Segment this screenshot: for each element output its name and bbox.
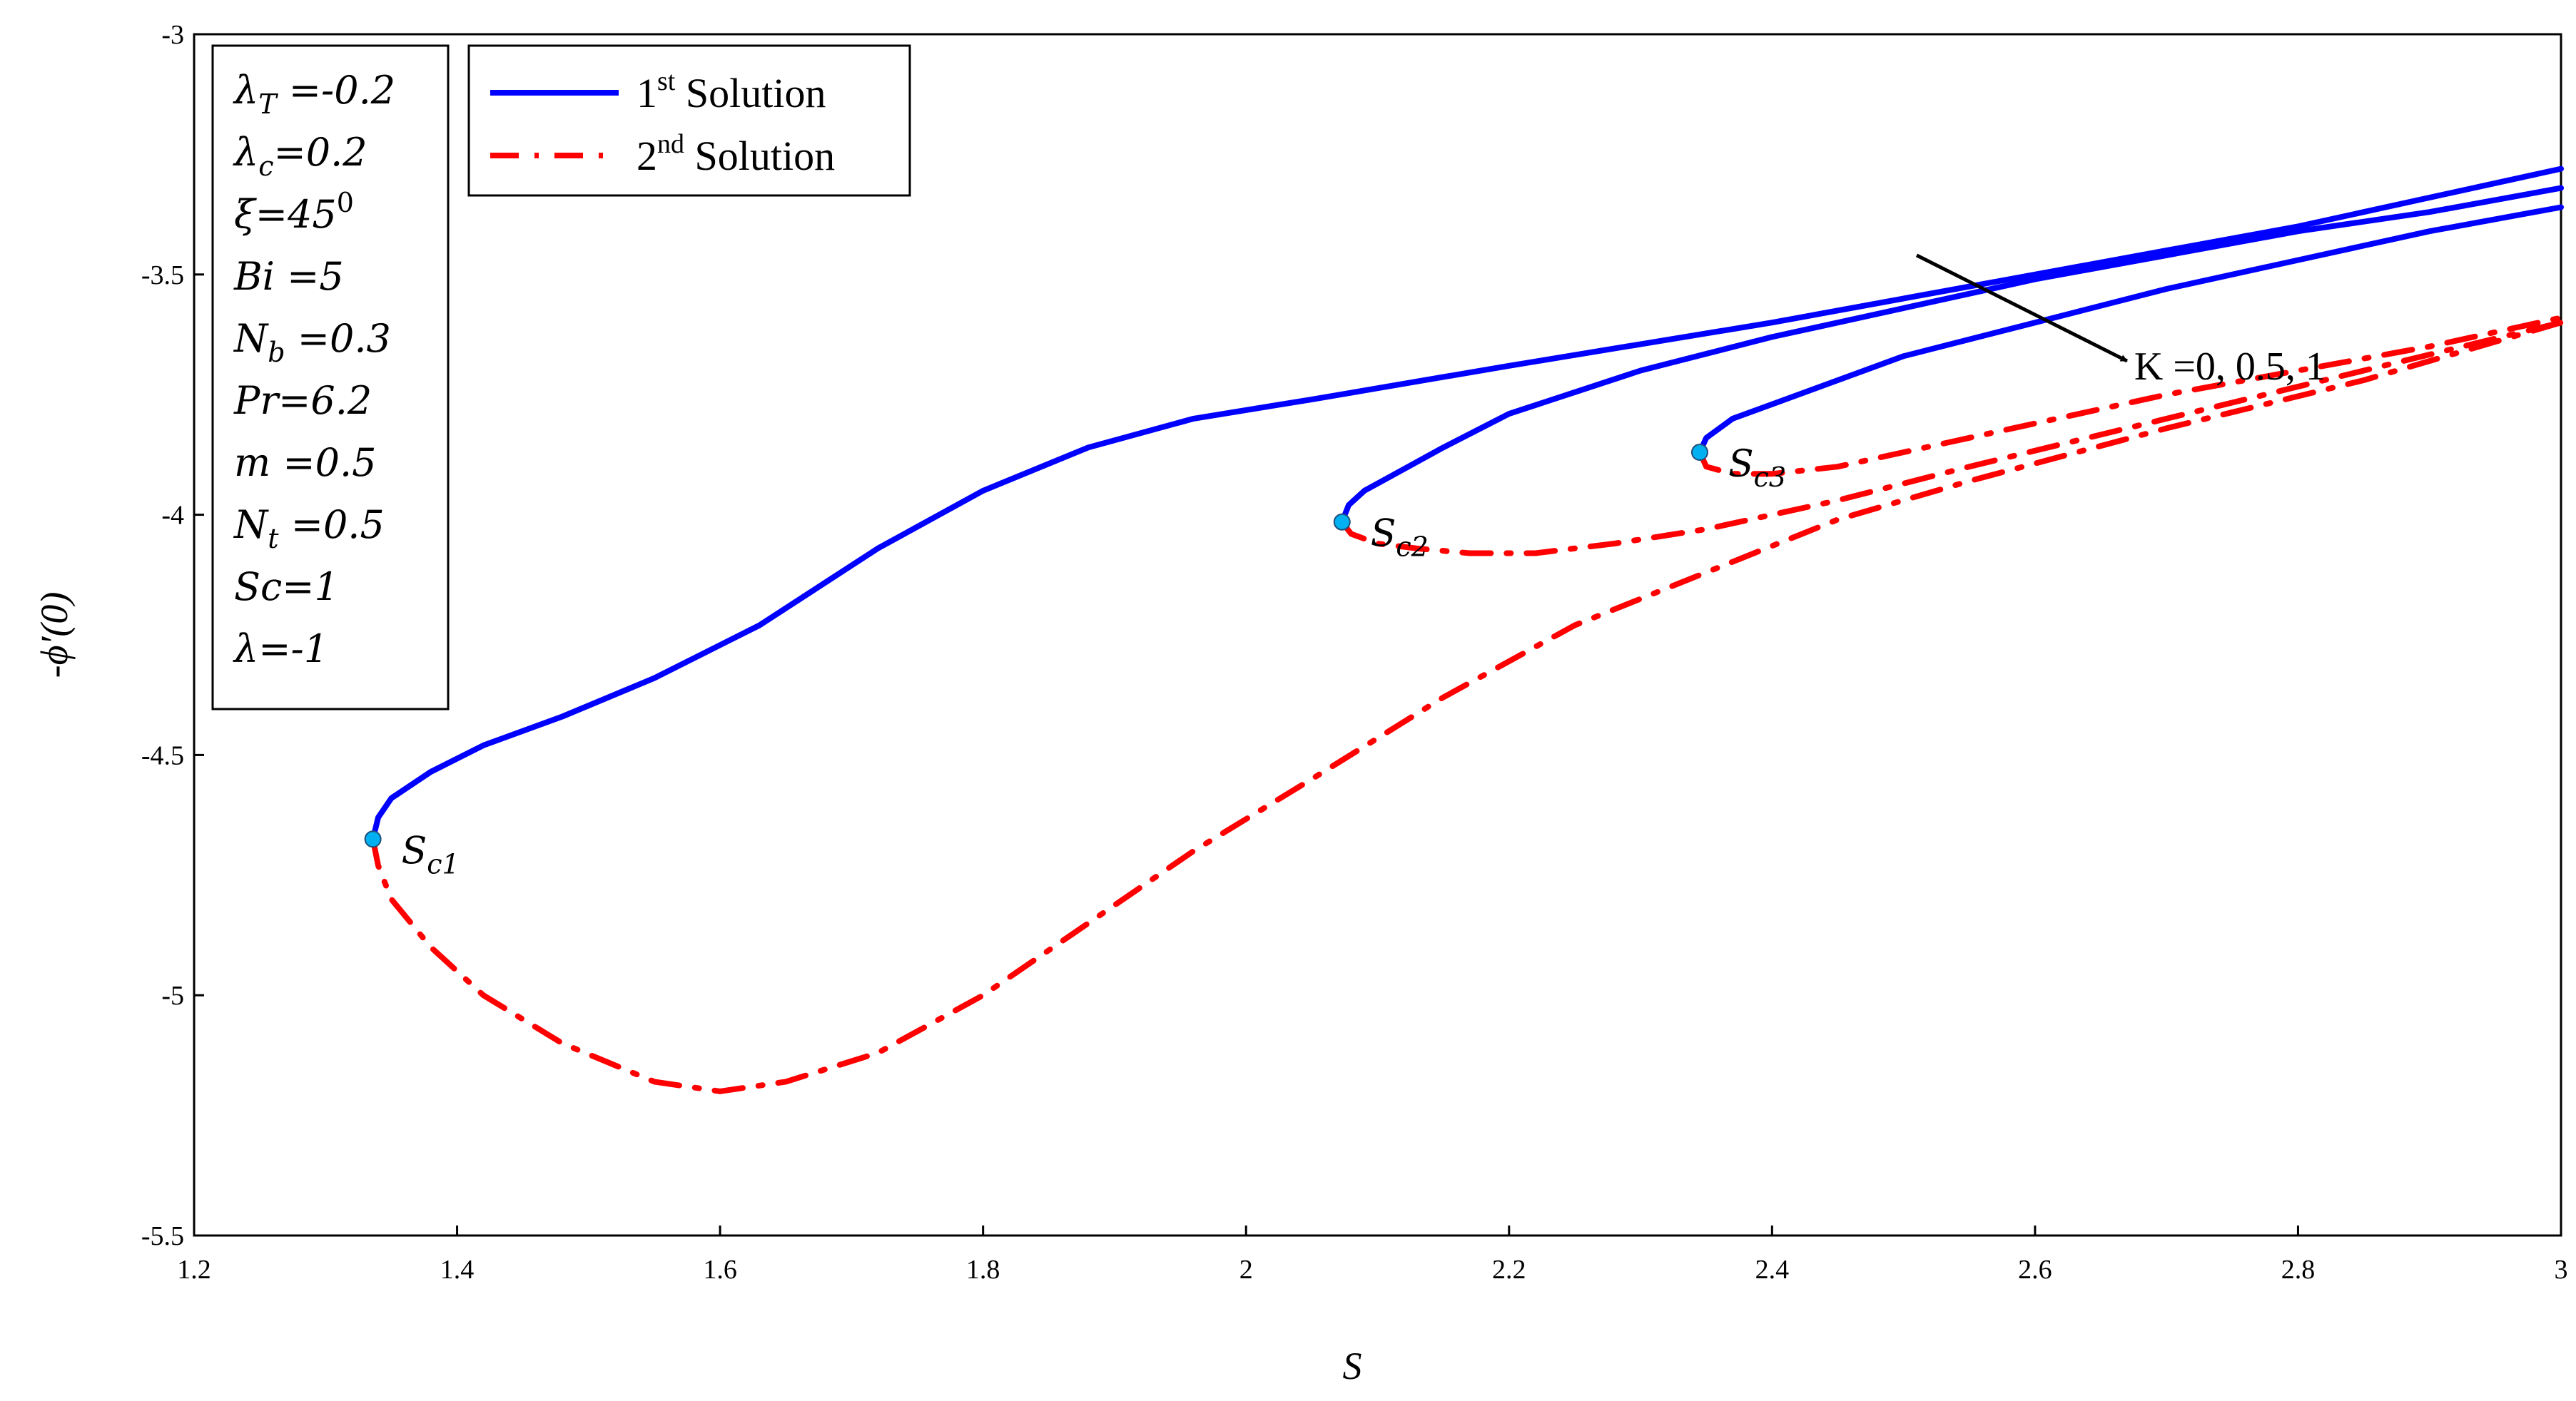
- x-tick-label: 1.2: [177, 1255, 211, 1285]
- critical-point-label: Sc3: [1728, 443, 1786, 493]
- x-tick-label: 3: [2555, 1255, 2568, 1285]
- y-tick-label: -3.5: [141, 260, 184, 290]
- legend-label: 2nd Solution: [637, 129, 835, 179]
- y-axis-ticks: -3 -3.5 -4 -4.5 -5 -5.5: [141, 20, 204, 1251]
- critical-point-label: Sc2: [1371, 513, 1429, 563]
- legend-items: 1st Solution 2nd Solution: [490, 66, 835, 179]
- x-axis-title: S: [1343, 1345, 1362, 1387]
- plot-area-frame: [193, 33, 2562, 1237]
- y-tick-label: -5.5: [141, 1221, 184, 1251]
- y-axis-title: -ϕ′(0): [33, 592, 76, 678]
- parameter-box-frame: [211, 44, 450, 710]
- first-solution-line-k-1: [1697, 204, 2564, 455]
- parameter-line: Nb =0.3: [233, 316, 391, 368]
- x-tick-label: 2.4: [1755, 1255, 1790, 1285]
- legend-label: 1st Solution: [637, 66, 826, 116]
- critical-points-layer: Sc1 Sc2 Sc3: [364, 443, 1786, 880]
- critical-point-marker: [1690, 444, 1708, 462]
- legend: 1st Solution 2nd Solution: [467, 44, 911, 197]
- parameter-box: λT =-0.2 λc=0.2ξ=450 Bi =5 Nb =0.3 Pr=6.2 m =…: [211, 44, 450, 710]
- k-annotation: K =0, 0.5, 1: [2134, 345, 2326, 389]
- parameter-list: λT =-0.2 λc=0.2ξ=450 Bi =5 Nb =0.3 Pr=6.2 m =…: [233, 68, 395, 671]
- x-tick-label: 1.4: [440, 1255, 475, 1285]
- x-tick-label: 1.6: [703, 1255, 737, 1285]
- second-solution-line-k-1: [1697, 315, 2564, 477]
- critical-point-label: Sc1: [402, 830, 460, 880]
- x-tick-label: 2.2: [1492, 1255, 1526, 1285]
- parameter-line: λ=-1: [233, 626, 328, 671]
- critical-point-marker: [364, 830, 382, 848]
- x-tick-label: 1.8: [966, 1255, 1000, 1285]
- x-tick-label: 2: [1239, 1255, 1253, 1285]
- parameter-line: Pr=6.2: [233, 378, 372, 423]
- series-layer: [370, 165, 2564, 1094]
- x-tick-label: 2.6: [2018, 1255, 2052, 1285]
- parameter-line: Nt =0.5: [233, 502, 385, 554]
- parameter-line: Bi =5: [233, 254, 344, 299]
- first-solution-line-k-0: [370, 165, 2564, 842]
- y-tick-label: -3: [161, 20, 184, 50]
- x-tick-label: 2.8: [2281, 1255, 2316, 1285]
- x-axis-ticks: 1.2 1.4 1.6 1.8 2 2.2 2.4 2.6 2.8 3: [177, 1226, 2568, 1285]
- y-tick-label: -4: [161, 501, 184, 531]
- second-solution-line-k-0: [370, 320, 2564, 1094]
- second-solution-line-k-0-5: [1339, 320, 2564, 556]
- y-tick-label: -4.5: [141, 740, 184, 770]
- parameter-line: λT =-0.2: [233, 68, 395, 120]
- critical-point-marker: [1333, 513, 1351, 531]
- y-tick-label: -5: [161, 981, 184, 1011]
- k-arrow-icon: [1915, 253, 2129, 363]
- parameter-line: Sc=1: [234, 564, 339, 609]
- parameter-line: ξ=450: [234, 187, 354, 237]
- legend-frame: [467, 44, 911, 197]
- parameter-line: m =0.5: [234, 440, 377, 485]
- first-solution-line-k-0-5: [1339, 185, 2564, 525]
- parameter-line: λc=0.2: [233, 130, 367, 182]
